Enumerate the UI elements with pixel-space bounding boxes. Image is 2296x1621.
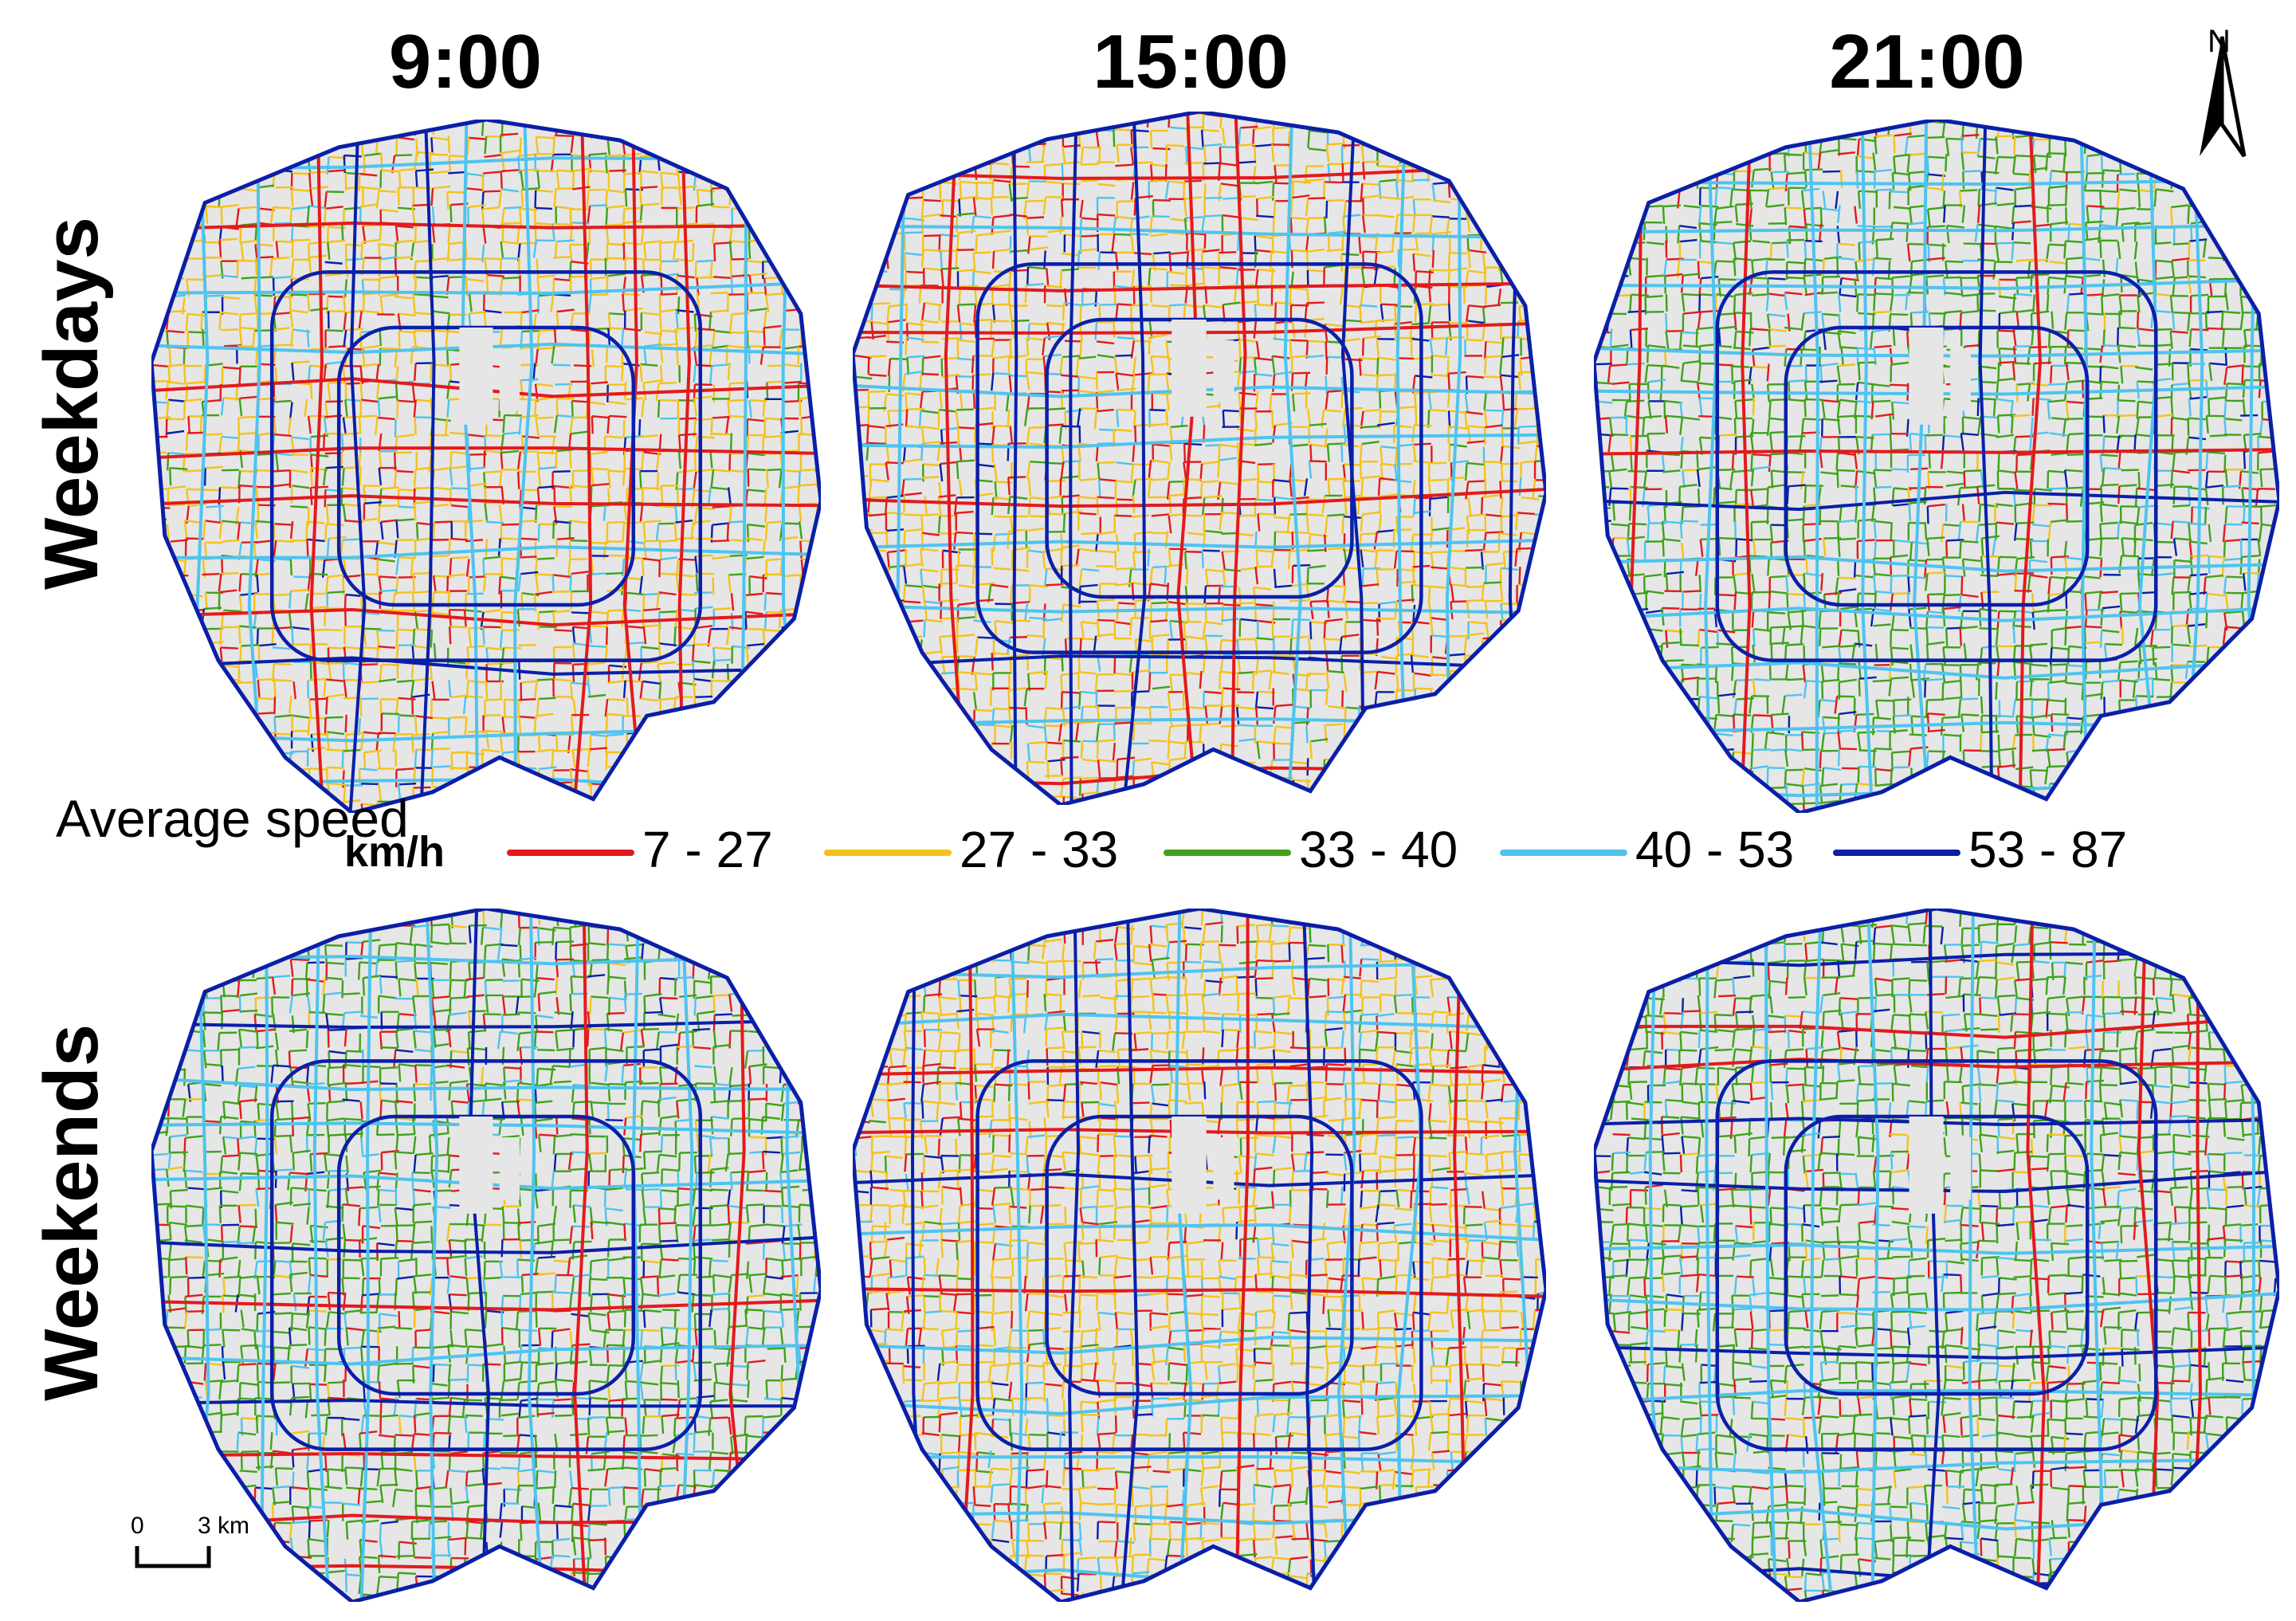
column-title-21: 21:00 — [1829, 19, 2025, 104]
legend-unit: km/h — [344, 828, 445, 876]
legend-swatch-27-33 — [824, 850, 952, 856]
legend-swatch-40-53 — [1500, 850, 1627, 856]
legend-swatch-7-27 — [507, 850, 634, 856]
scale-bar-icon — [135, 1546, 211, 1568]
map-weekends-21 — [1594, 909, 2279, 1602]
legend-label-33-40: 33 - 40 — [1299, 821, 1458, 878]
column-title-9: 9:00 — [388, 19, 543, 104]
scale-end-label: 3 km — [198, 1513, 250, 1539]
map-weekdays-9 — [151, 120, 821, 813]
legend-title: Average speed — [56, 789, 409, 848]
legend-label-40-53: 40 - 53 — [1635, 821, 1795, 878]
column-title-15: 15:00 — [1093, 19, 1289, 104]
scale-start-label: 0 — [131, 1513, 144, 1539]
legend-swatch-53-87 — [1833, 850, 1960, 856]
map-weekdays-15 — [853, 112, 1546, 805]
legend-label-27-33: 27 - 33 — [960, 821, 1119, 878]
map-weekdays-21 — [1594, 120, 2279, 813]
legend-label-53-87: 53 - 87 — [1968, 821, 2128, 878]
legend-swatch-33-40 — [1164, 850, 1291, 856]
row-title-weekdays: Weekdays — [29, 217, 114, 590]
map-weekends-9 — [151, 909, 821, 1602]
legend-label-7-27: 7 - 27 — [642, 821, 773, 878]
north-arrow-icon — [2200, 36, 2247, 158]
row-title-weekends: Weekends — [29, 1023, 114, 1401]
map-weekends-15 — [853, 909, 1546, 1602]
